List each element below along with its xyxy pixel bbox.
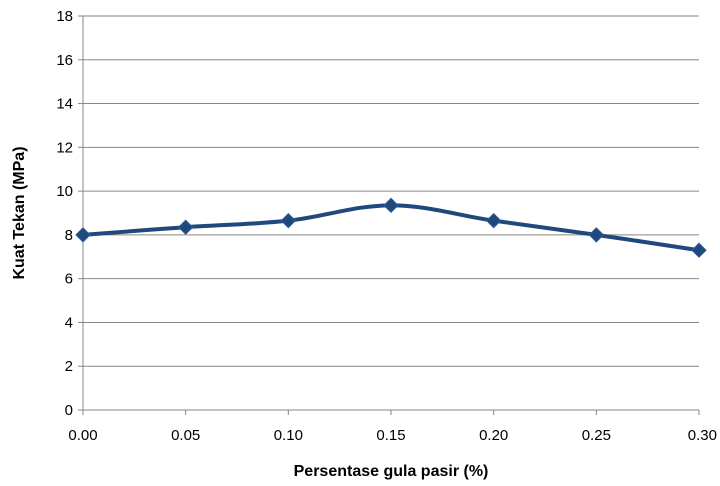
data-point-marker [75,227,91,243]
data-point-marker [280,212,297,229]
x-tick-label: 0.25 [582,427,611,444]
data-point-marker [691,242,707,258]
y-tick-label: 2 [65,358,73,375]
y-tick-label: 10 [56,183,73,200]
data-point-marker [383,197,399,214]
y-tick-label: 18 [56,8,73,25]
y-tick-label: 0 [65,402,73,419]
y-tick-label: 6 [65,271,73,288]
y-tick-label: 16 [56,52,73,69]
x-tick-label: 0.05 [171,427,200,444]
x-tick-label: 0.10 [274,427,303,444]
gridlines [83,15,699,367]
y-tick-label: 4 [65,314,73,331]
x-axis-title: Persentase gula pasir (%) [294,463,489,480]
series [75,197,707,258]
y-tick-label: 8 [65,227,73,244]
x-tick-label: 0.15 [376,427,405,444]
data-point-marker [485,212,502,229]
y-tick-label: 14 [56,96,73,113]
data-point-marker [177,219,194,235]
y-axis-title: Kuat Tekan (MPa) [11,146,28,279]
y-axis-ticks: 0 2 4 6 8 10 12 14 16 18 [56,8,83,419]
x-tick-label: 0.20 [479,427,508,444]
x-tick-label: 0.00 [68,427,97,444]
data-point-marker [588,227,605,243]
y-tick-label: 12 [56,139,73,156]
x-tick-label: 0.30 [688,427,717,444]
x-axis-ticks: 0.00 0.05 0.10 0.15 0.20 0.25 0.30 [68,410,717,444]
